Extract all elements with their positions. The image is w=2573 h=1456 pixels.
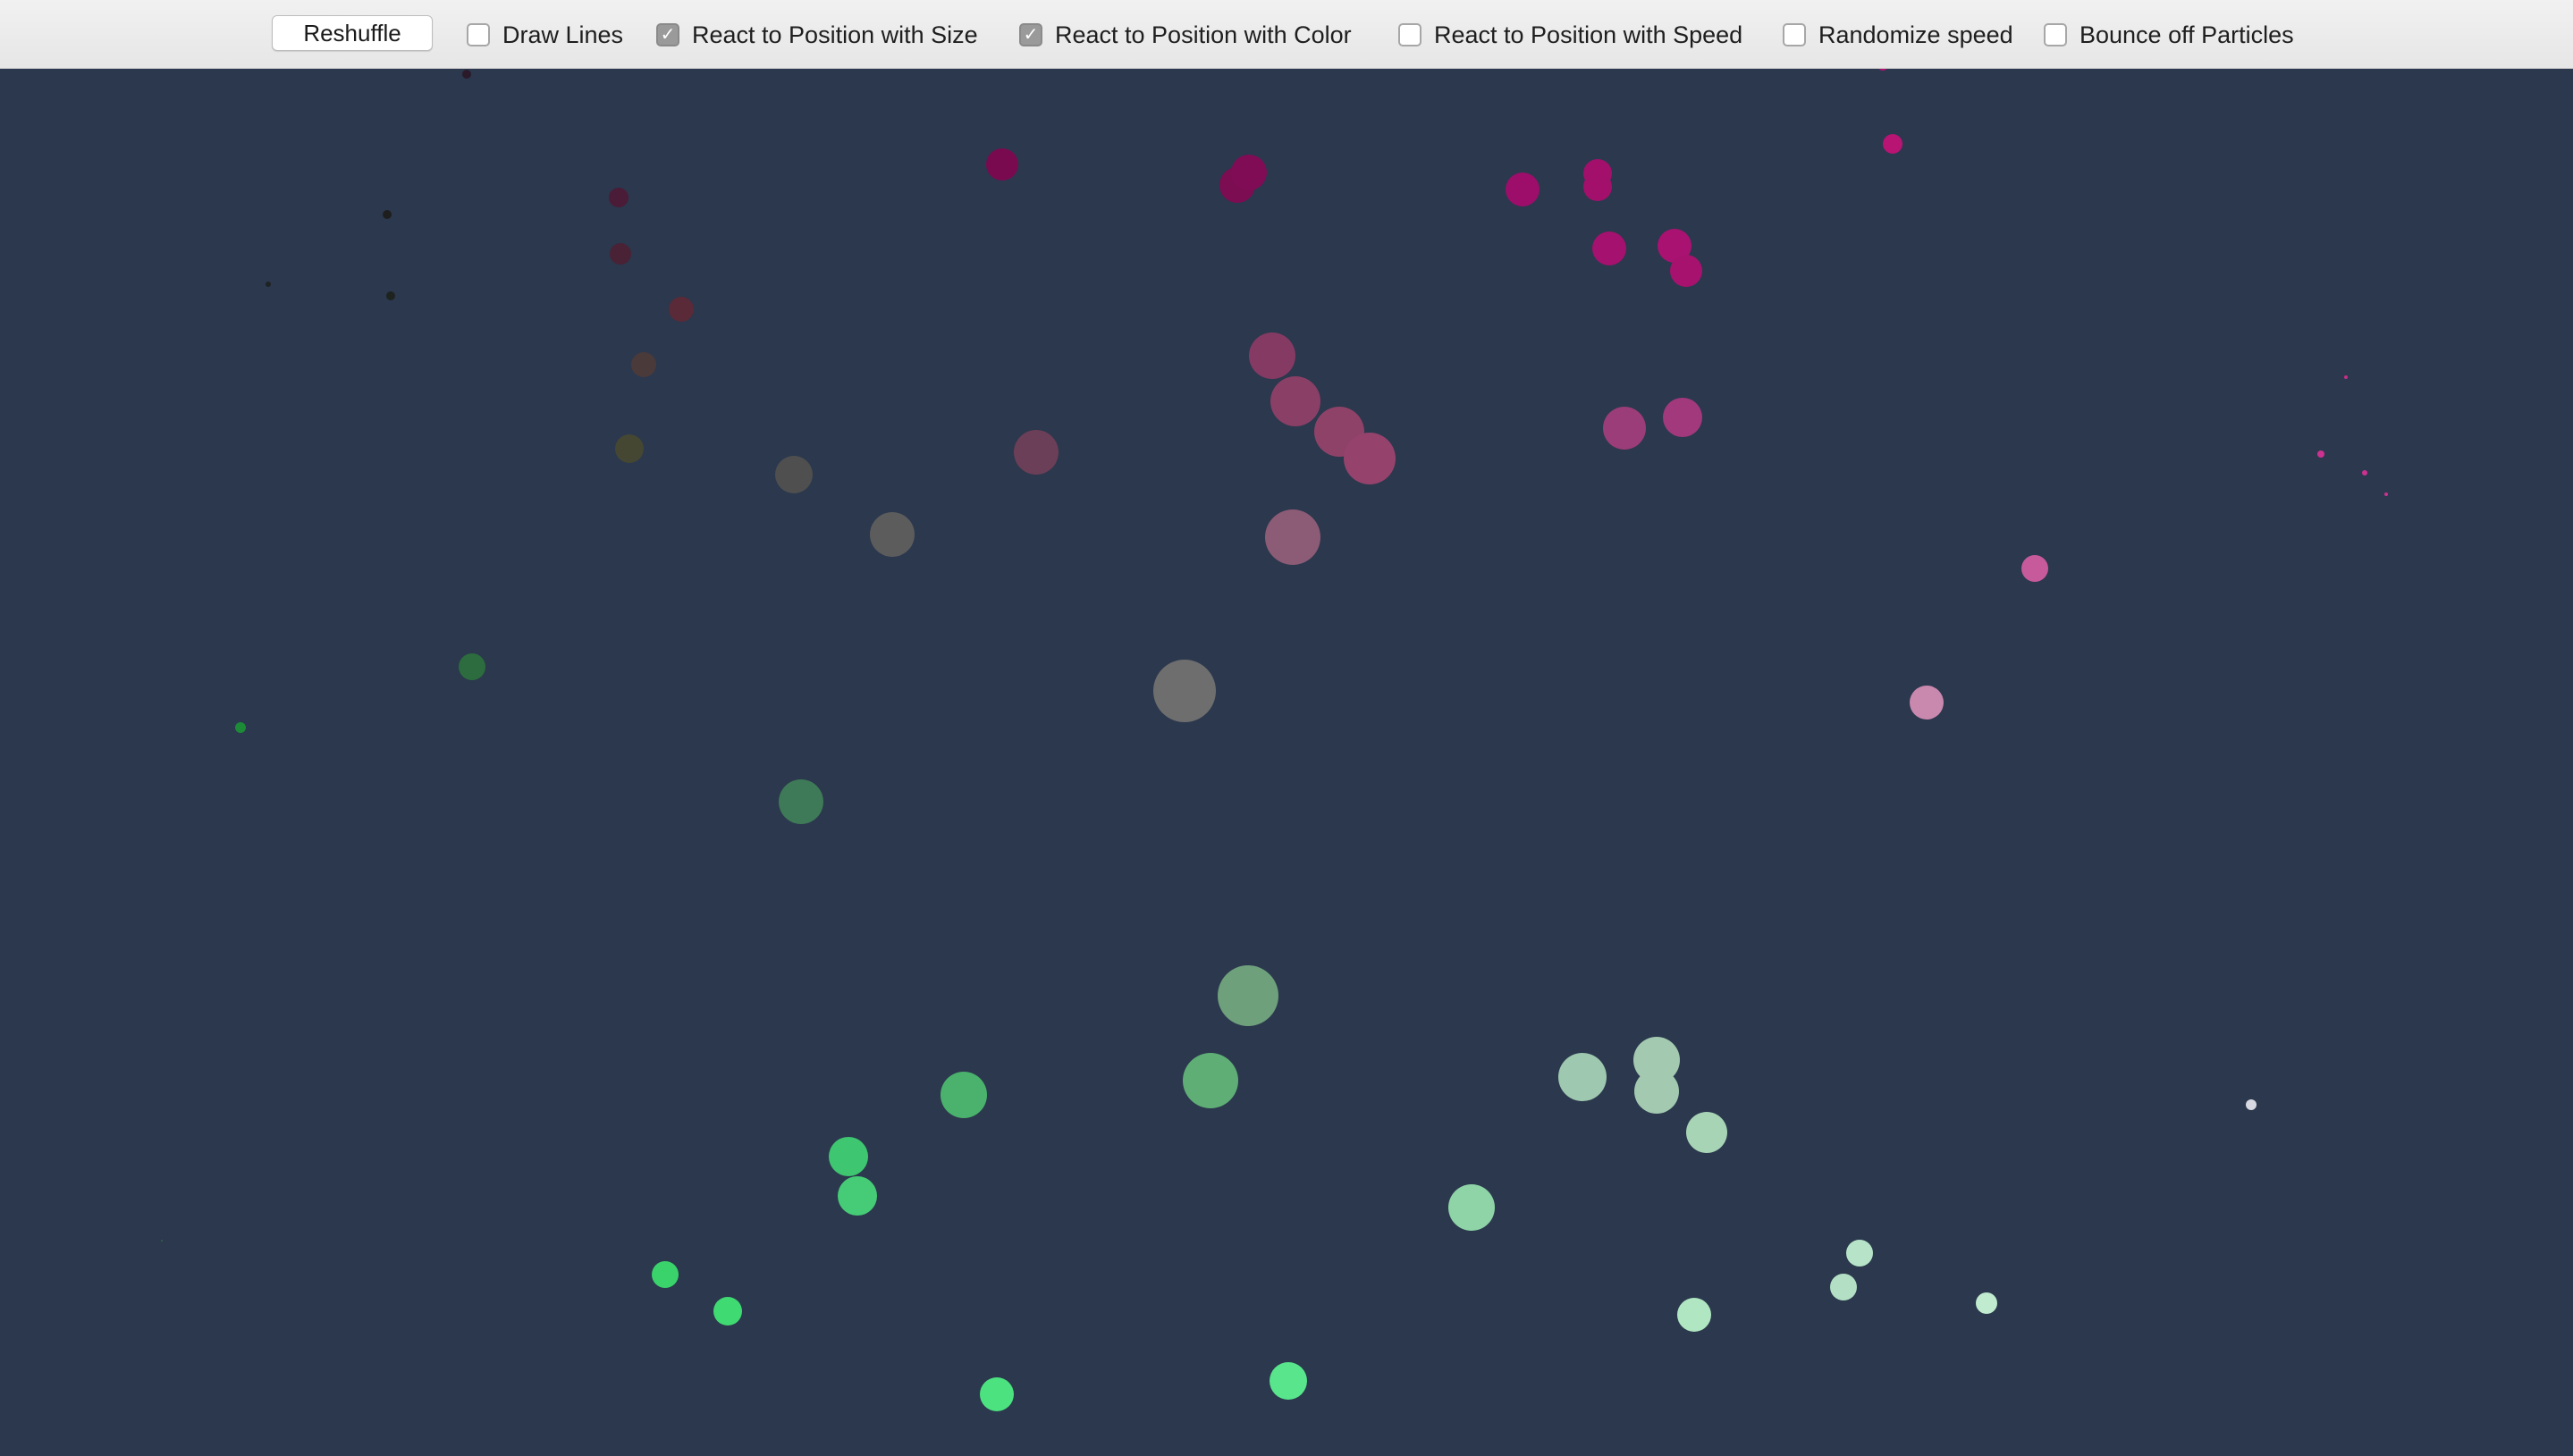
particle — [2317, 450, 2324, 458]
particle — [1663, 398, 1702, 437]
particle — [2384, 492, 2388, 496]
particle — [1344, 433, 1396, 484]
particle — [1976, 1292, 1997, 1314]
particle — [1249, 332, 1295, 379]
particle — [1448, 1184, 1495, 1231]
particle — [386, 291, 395, 300]
particle — [2362, 470, 2367, 476]
particle — [1270, 376, 1320, 426]
draw-lines-label: Draw Lines — [502, 21, 624, 48]
particle — [1265, 509, 1320, 565]
particle — [1603, 407, 1646, 450]
particle — [1634, 1069, 1679, 1114]
particle — [1218, 965, 1278, 1026]
checkmark-icon[interactable]: ✓ — [1019, 23, 1042, 46]
particle — [1558, 1053, 1607, 1101]
particle — [462, 70, 471, 79]
particle — [669, 297, 694, 322]
checkbox-icon[interactable] — [2044, 23, 2067, 46]
particle — [631, 352, 656, 377]
react-speed-checkbox[interactable]: React to Position with Speed — [1398, 20, 1742, 50]
particle — [779, 779, 823, 824]
particle — [1883, 134, 1902, 154]
particle — [713, 1297, 742, 1326]
toolbar: Reshuffle Draw Lines ✓ React to Position… — [0, 0, 2573, 69]
particle — [383, 210, 392, 219]
particle — [1506, 173, 1540, 206]
particle — [1592, 231, 1626, 265]
particle — [459, 653, 485, 680]
particle — [1877, 60, 1888, 71]
particle — [2246, 1099, 2257, 1110]
particle — [1583, 173, 1612, 201]
bounce-particles-checkbox[interactable]: Bounce off Particles — [2044, 20, 2294, 50]
particle — [1231, 155, 1267, 190]
particle — [609, 188, 628, 207]
particle — [986, 148, 1018, 181]
particle — [1846, 1240, 1873, 1267]
particle — [838, 1176, 877, 1216]
particle — [775, 456, 813, 493]
particle — [1910, 686, 1944, 720]
particle — [1658, 229, 1691, 263]
react-size-label: React to Position with Size — [692, 21, 978, 48]
reshuffle-button[interactable]: Reshuffle — [272, 15, 433, 51]
particle — [1830, 1274, 1857, 1300]
particle — [1677, 1298, 1711, 1332]
particle — [610, 243, 631, 265]
particle — [266, 282, 271, 287]
particle — [1270, 1362, 1307, 1400]
particle — [1686, 1112, 1727, 1153]
react-size-checkbox[interactable]: ✓ React to Position with Size — [656, 20, 978, 50]
checkbox-icon[interactable] — [1398, 23, 1421, 46]
particle — [652, 1261, 679, 1288]
particle — [161, 1240, 163, 1241]
checkbox-icon[interactable] — [467, 23, 490, 46]
particle-canvas[interactable] — [0, 60, 2573, 1452]
draw-lines-checkbox[interactable]: Draw Lines — [467, 20, 623, 50]
checkbox-icon[interactable] — [1783, 23, 1806, 46]
particle — [615, 434, 644, 463]
particle — [235, 722, 246, 733]
react-color-checkbox[interactable]: ✓ React to Position with Color — [1019, 20, 1352, 50]
particle — [2344, 375, 2348, 379]
particle-layer — [161, 60, 2388, 1411]
particle — [1153, 660, 1216, 722]
particle — [1014, 430, 1059, 475]
react-color-label: React to Position with Color — [1055, 21, 1352, 48]
particle — [829, 1137, 868, 1176]
randomize-speed-checkbox[interactable]: Randomize speed — [1783, 20, 2013, 50]
particle — [870, 512, 915, 557]
react-speed-label: React to Position with Speed — [1434, 21, 1743, 48]
particle — [1670, 255, 1702, 287]
bounce-particles-label: Bounce off Particles — [2079, 21, 2294, 48]
particle — [1633, 1037, 1680, 1083]
particle — [2021, 555, 2048, 582]
particle — [980, 1377, 1014, 1411]
randomize-speed-label: Randomize speed — [1818, 21, 2013, 48]
checkmark-icon[interactable]: ✓ — [656, 23, 679, 46]
particle — [1183, 1053, 1238, 1108]
particle — [941, 1072, 987, 1118]
